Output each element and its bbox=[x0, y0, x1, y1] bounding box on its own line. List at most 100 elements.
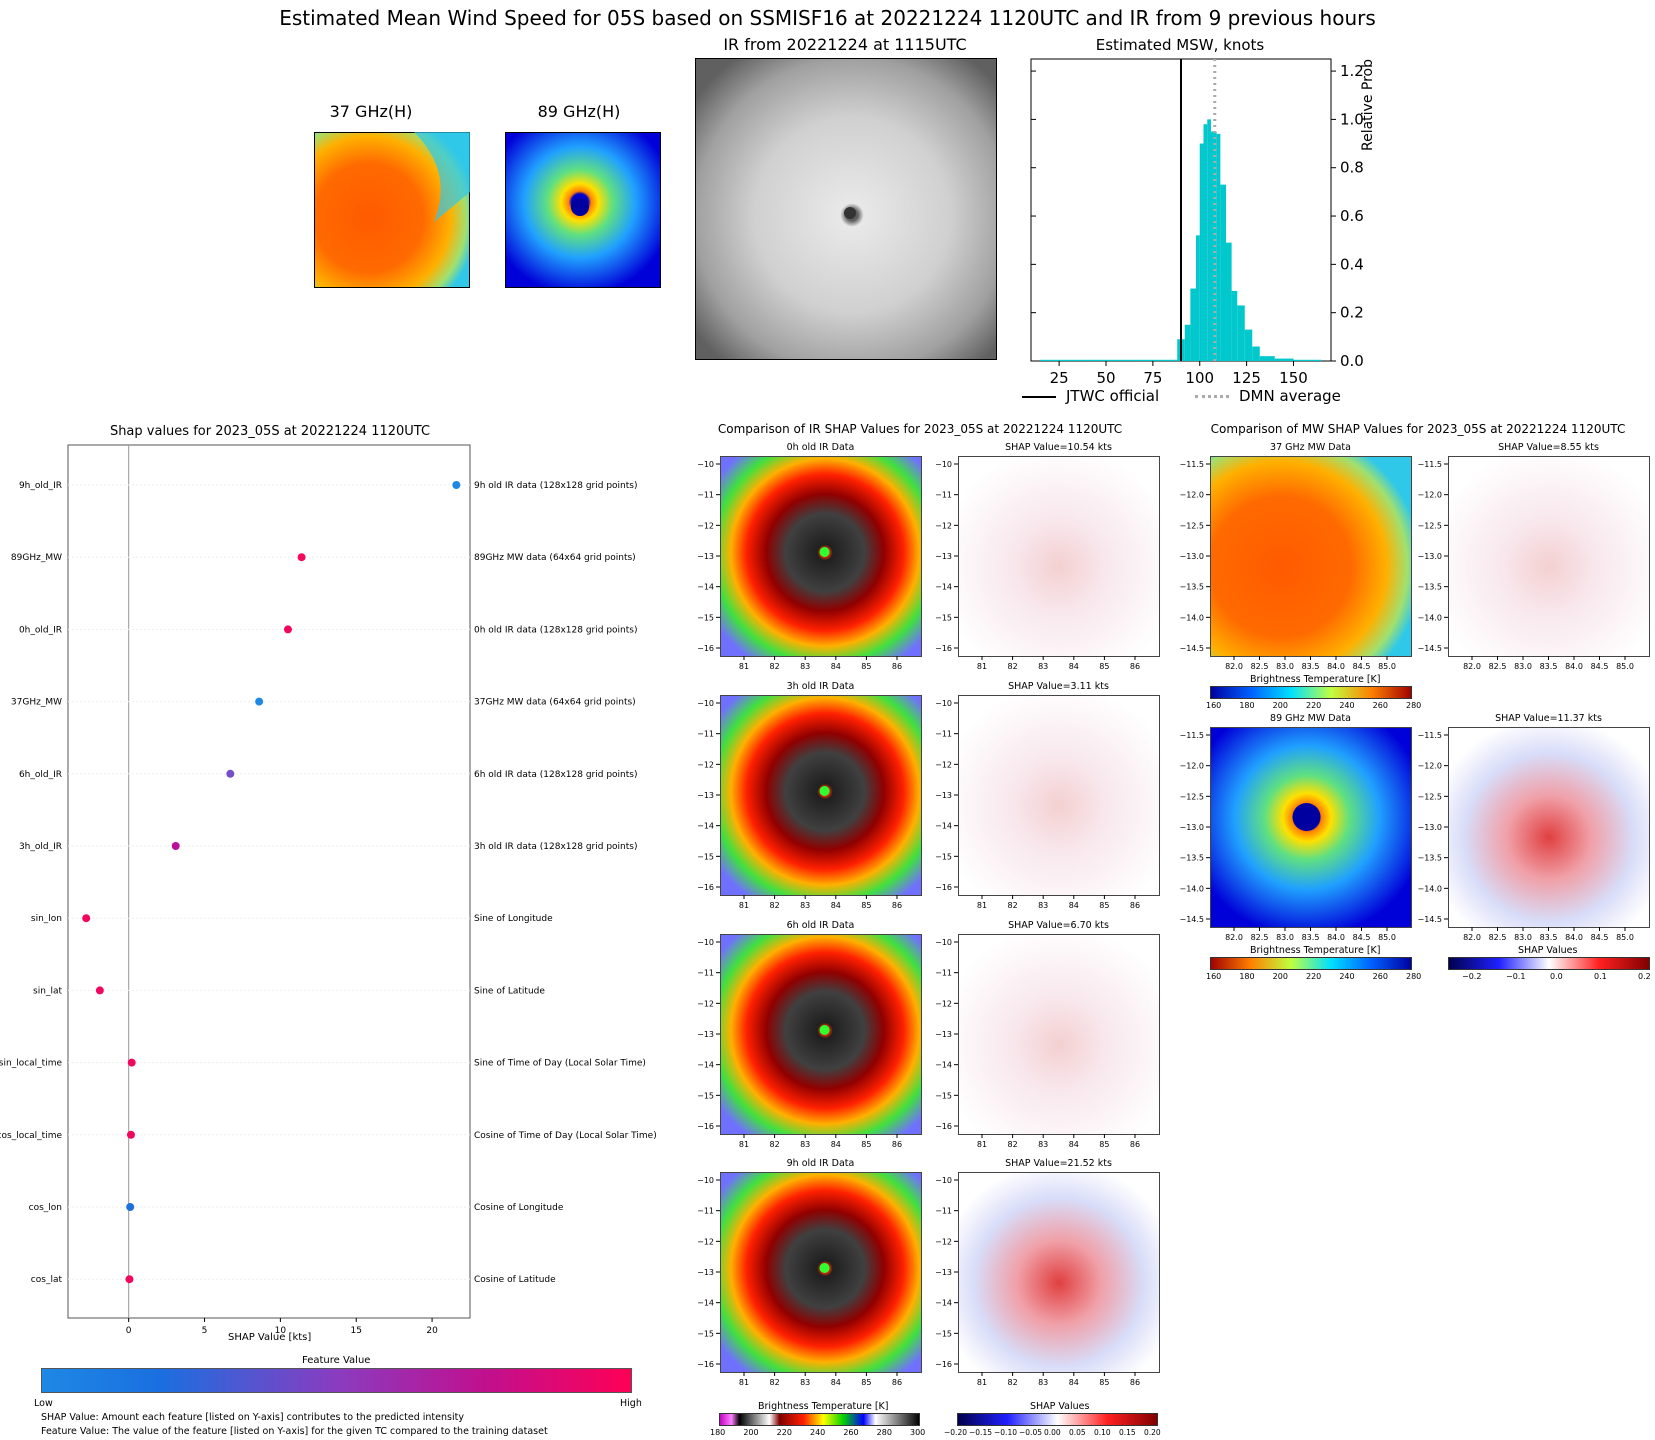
map-xtick: 81 bbox=[977, 662, 987, 671]
map-ytick: −13.0 bbox=[1417, 552, 1442, 561]
ir-data-0-title: 0h old IR Data bbox=[786, 442, 855, 453]
map-xtick: 85 bbox=[861, 1378, 871, 1387]
hist-xtick: 150 bbox=[1279, 369, 1308, 387]
map-xtick: 84 bbox=[831, 662, 841, 671]
hist-title: Estimated MSW, knots bbox=[1095, 36, 1265, 54]
ir-top-title: IR from 20221224 at 1115UTC bbox=[723, 35, 967, 54]
shap-xlabel: SHAP Value [kts] bbox=[228, 1332, 312, 1343]
map-xtick: 82 bbox=[1008, 1140, 1018, 1149]
ir-data-2-title: 6h old IR Data bbox=[786, 920, 855, 931]
map-ytick: −13.5 bbox=[1179, 583, 1204, 592]
hist-ylabel: Relative Prob bbox=[1360, 59, 1376, 152]
ir-shap-label: SHAP Values bbox=[1030, 1401, 1090, 1412]
map-xtick: 86 bbox=[892, 901, 902, 910]
map-xtick: 84.5 bbox=[1591, 662, 1609, 671]
map-ytick: −10 bbox=[697, 938, 714, 947]
map-ytick: −12 bbox=[697, 760, 714, 769]
map-xtick: 83 bbox=[1038, 1378, 1048, 1387]
map-ytick: −13 bbox=[935, 791, 952, 800]
map-xtick: 86 bbox=[1130, 1140, 1140, 1149]
map-ytick: −14.0 bbox=[1417, 613, 1442, 622]
map-xtick: 84 bbox=[1069, 901, 1079, 910]
hist-bar bbox=[1244, 329, 1253, 361]
mw-data-1-title: 89 GHz MW Data bbox=[1270, 713, 1351, 724]
shap-point bbox=[283, 625, 292, 634]
mw-bt-tick: 180 bbox=[1239, 972, 1255, 981]
map-xtick: 82 bbox=[1008, 1378, 1018, 1387]
map-ytick: −14 bbox=[935, 1299, 952, 1308]
mw-compare-title: Comparison of MW SHAP Values for 2023_05… bbox=[1210, 422, 1626, 436]
mw37-title: 37 GHz(H) bbox=[329, 102, 413, 121]
ir-shap-3-image: −10 −11 −12 −13 −14 −15 −16 81 82 83 84 85 86 bbox=[935, 1172, 1160, 1387]
map-xtick: 82.5 bbox=[1489, 933, 1507, 942]
shap-point bbox=[297, 553, 306, 562]
map-xtick: 81 bbox=[977, 1140, 987, 1149]
map-xtick: 81 bbox=[977, 1378, 987, 1387]
map-xtick: 84.0 bbox=[1327, 662, 1345, 671]
mw-bt-tick: 220 bbox=[1306, 972, 1322, 981]
shap-tick: −0.20 bbox=[944, 1428, 967, 1437]
mw-data-0-title: 37 GHz MW Data bbox=[1270, 442, 1351, 453]
colorbar-low: Low bbox=[34, 1398, 53, 1409]
feature-desc: Cosine of Time of Day (Local Solar Time) bbox=[474, 1131, 657, 1141]
bt-tick: 220 bbox=[776, 1428, 792, 1437]
map-xtick: 84.0 bbox=[1565, 933, 1583, 942]
map-ytick: −12.0 bbox=[1417, 762, 1442, 771]
map-xtick: 84.0 bbox=[1327, 933, 1345, 942]
map-ytick: −14.5 bbox=[1417, 644, 1442, 653]
map-ytick: −14.5 bbox=[1179, 644, 1204, 653]
map-ytick: −15 bbox=[935, 1329, 952, 1338]
map-ytick: −12 bbox=[697, 1237, 714, 1246]
map-xtick: 83.0 bbox=[1514, 933, 1532, 942]
map-xtick: 85 bbox=[861, 901, 871, 910]
map-ytick: −12.5 bbox=[1179, 521, 1204, 530]
map-ytick: −12 bbox=[935, 760, 952, 769]
map-ytick: −13.0 bbox=[1179, 552, 1204, 561]
map-xtick: 83 bbox=[800, 1378, 810, 1387]
map-ytick: −14 bbox=[935, 822, 952, 831]
map-ytick: −11.5 bbox=[1417, 731, 1442, 740]
shap-tick: −0.05 bbox=[1019, 1428, 1042, 1437]
feature-label: 0h_old_IR bbox=[19, 625, 62, 635]
feature-label: 89GHz_MW bbox=[11, 553, 62, 563]
hist-bar bbox=[1274, 358, 1294, 361]
map-xtick: 81 bbox=[739, 662, 749, 671]
bt-tick: 180 bbox=[710, 1428, 726, 1437]
note-feature: Feature Value: The value of the feature … bbox=[41, 1426, 548, 1437]
map-ytick: −10 bbox=[697, 1176, 714, 1185]
hist-xtick: 125 bbox=[1232, 369, 1261, 387]
hist-bar bbox=[1124, 359, 1135, 361]
hist-bar bbox=[1207, 119, 1211, 362]
mw-bt-tick: 160 bbox=[1206, 972, 1222, 981]
ir-data-3-title: 9h old IR Data bbox=[786, 1158, 855, 1169]
mw-data-0-image: −11.5 −12.0 −12.5 −13.0 −13.5 −14.0 −14.5 82.0 8… bbox=[1179, 456, 1412, 671]
map-ytick: −14.0 bbox=[1179, 613, 1204, 622]
shap-point bbox=[125, 1275, 134, 1284]
shap-tick: −0.15 bbox=[969, 1428, 992, 1437]
map-ytick: −13.5 bbox=[1417, 854, 1442, 863]
map-xtick: 85 bbox=[861, 662, 871, 671]
hist-bar bbox=[1220, 184, 1226, 361]
map-xtick: 85.0 bbox=[1616, 933, 1634, 942]
map-ytick: −11 bbox=[935, 969, 952, 978]
map-xtick: 82 bbox=[1008, 662, 1018, 671]
feature-label: 3h_old_IR bbox=[19, 842, 62, 852]
map-xtick: 81 bbox=[977, 901, 987, 910]
map-ytick: −12.0 bbox=[1179, 491, 1204, 500]
mw-bt-tick: 260 bbox=[1372, 972, 1388, 981]
ir-compare-title: Comparison of IR SHAP Values for 2023_05… bbox=[717, 422, 1123, 436]
ir-shap-2-image: −10 −11 −12 −13 −14 −15 −16 81 82 83 84 85 86 bbox=[935, 934, 1160, 1149]
bt-tick: 240 bbox=[810, 1428, 826, 1437]
mw-shap-colorbar bbox=[1448, 957, 1650, 970]
mw-bt-tick: 280 bbox=[1406, 701, 1422, 710]
mw-bt-colorbar-0 bbox=[1210, 686, 1412, 699]
colorbar-title: Feature Value bbox=[302, 1355, 371, 1366]
hist-bar bbox=[1068, 359, 1078, 361]
shap-point bbox=[95, 986, 104, 995]
hist-bar bbox=[1115, 359, 1125, 361]
hist-bar bbox=[1077, 359, 1088, 361]
bt-tick: 200 bbox=[743, 1428, 759, 1437]
hist-bar bbox=[1226, 242, 1232, 361]
mw-bt-tick: 200 bbox=[1272, 972, 1288, 981]
map-ytick: −11.5 bbox=[1179, 460, 1204, 469]
